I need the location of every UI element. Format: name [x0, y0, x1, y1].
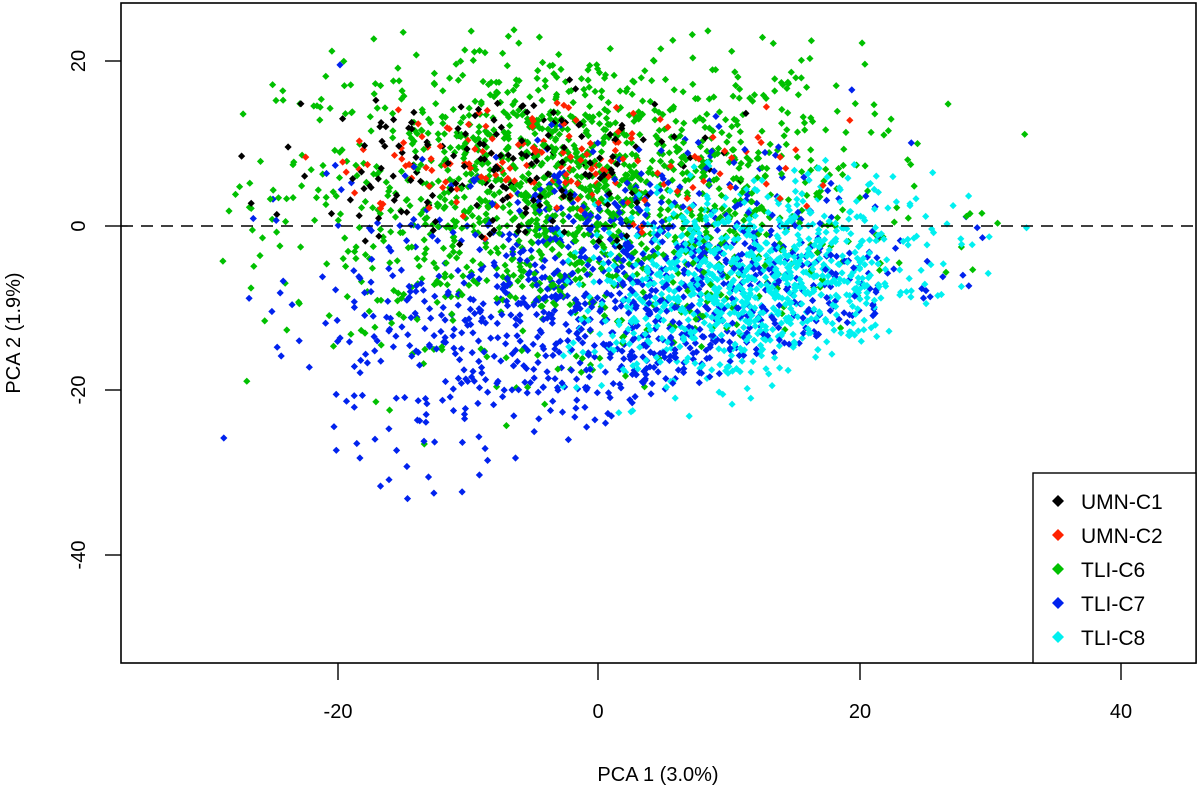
legend-item-tli-c7: TLI-C7 — [1052, 593, 1145, 616]
y-tick-label: -20 — [68, 376, 90, 405]
legend-item-tli-c6: TLI-C6 — [1052, 559, 1145, 582]
plot-frame — [120, 2, 1197, 664]
y-tick-label: -40 — [68, 541, 90, 570]
legend-item-umn-c2: UMN-C2 — [1052, 525, 1163, 548]
x-tick-label: -20 — [324, 701, 353, 723]
legend-item-tli-c8: TLI-C8 — [1052, 627, 1145, 650]
y-tick-label: 0 — [68, 220, 90, 231]
x-tick-label: 20 — [849, 701, 871, 723]
legend-label: TLI-C7 — [1081, 593, 1145, 616]
y-axis-title: PCA 2 (1.9%) — [3, 272, 25, 393]
legend: UMN-C1 UMN-C2 TLI-C6 TLI-C7 TLI-C8 — [1032, 472, 1197, 664]
legend-marker-diamond-icon — [1052, 597, 1064, 609]
y-tick-label: 20 — [68, 50, 90, 72]
legend-marker-diamond-icon — [1052, 495, 1064, 507]
legend-label: TLI-C6 — [1081, 559, 1145, 582]
legend-label: TLI-C8 — [1081, 627, 1145, 650]
legend-marker-diamond-icon — [1052, 631, 1064, 643]
legend-label: UMN-C2 — [1081, 525, 1163, 548]
legend-label: UMN-C1 — [1081, 491, 1163, 514]
legend-marker-diamond-icon — [1052, 529, 1064, 541]
x-tick-label: 0 — [592, 701, 603, 723]
legend-item-umn-c1: UMN-C1 — [1052, 491, 1163, 514]
x-tick-label: 40 — [1110, 701, 1132, 723]
y-axis: 20 0 -20 -40 PCA 2 (1.9%) — [3, 50, 121, 570]
scatter-points — [219, 26, 1031, 503]
x-axis: -20 0 20 40 PCA 1 (3.0%) — [324, 663, 1132, 786]
legend-marker-diamond-icon — [1052, 563, 1064, 575]
x-axis-title: PCA 1 (3.0%) — [597, 764, 718, 786]
